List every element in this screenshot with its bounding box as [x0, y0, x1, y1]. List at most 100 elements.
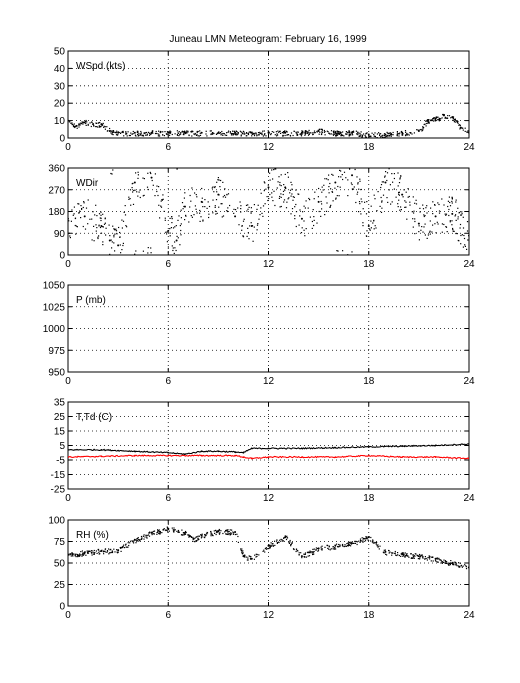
- scatter-point: [294, 218, 296, 220]
- scatter-point: [279, 130, 281, 132]
- scatter-point: [328, 548, 330, 550]
- scatter-point: [213, 132, 215, 135]
- scatter-point: [87, 123, 89, 125]
- scatter-point: [447, 117, 449, 119]
- scatter-point: [129, 198, 131, 200]
- series-point: [117, 244, 120, 247]
- scatter-point: [75, 233, 77, 235]
- scatter-point: [308, 129, 310, 131]
- scatter-point: [451, 224, 453, 226]
- scatter-point: [204, 537, 206, 539]
- scatter-point: [314, 191, 316, 193]
- scatter-point: [110, 132, 112, 134]
- scatter-point: [174, 529, 176, 531]
- scatter-point: [153, 533, 155, 535]
- series-point: [100, 448, 103, 451]
- scatter-point: [91, 218, 93, 220]
- scatter-point: [136, 131, 138, 133]
- scatter-point: [123, 135, 125, 137]
- scatter-point: [82, 225, 84, 228]
- scatter-point: [280, 174, 282, 176]
- scatter-point: [276, 542, 278, 544]
- scatter-point: [240, 548, 242, 550]
- series-point: [267, 447, 270, 450]
- scatter-point: [359, 133, 361, 135]
- scatter-point: [84, 551, 86, 553]
- scatter-point: [233, 133, 235, 135]
- scatter-point: [360, 131, 362, 133]
- scatter-point: [162, 198, 164, 200]
- scatter-point: [93, 225, 95, 227]
- x-tick-label: 18: [363, 376, 375, 387]
- scatter-point: [137, 171, 139, 173]
- scatter-point: [174, 226, 176, 228]
- scatter-point: [270, 542, 272, 544]
- scatter-point: [382, 551, 384, 553]
- scatter-point: [449, 201, 451, 204]
- scatter-point: [371, 132, 373, 134]
- series-point: [417, 555, 420, 558]
- x-tick-label: 6: [165, 493, 171, 504]
- scatter-point: [407, 196, 409, 198]
- scatter-point: [73, 125, 75, 128]
- scatter-point: [323, 184, 325, 186]
- scatter-point: [137, 537, 139, 539]
- scatter-point: [178, 135, 180, 137]
- series-point: [242, 555, 245, 558]
- scatter-point: [194, 134, 196, 136]
- scatter-point: [330, 548, 332, 550]
- scatter-point: [103, 553, 105, 555]
- scatter-point: [364, 136, 367, 138]
- scatter-point: [103, 125, 105, 127]
- scatter-point: [395, 196, 397, 198]
- scatter-point: [198, 535, 201, 537]
- scatter-point: [288, 197, 290, 199]
- scatter-point: [365, 537, 367, 539]
- scatter-point: [135, 172, 137, 174]
- scatter-point: [70, 122, 72, 124]
- scatter-point: [72, 555, 74, 557]
- scatter-point: [102, 226, 104, 228]
- scatter-point: [320, 133, 323, 136]
- scatter-point: [250, 222, 252, 224]
- scatter-point: [398, 135, 400, 137]
- scatter-point: [289, 134, 291, 137]
- series-point: [100, 455, 103, 458]
- scatter-point: [407, 188, 409, 190]
- scatter-point: [318, 128, 321, 130]
- scatter-point: [110, 172, 112, 175]
- scatter-point: [427, 122, 429, 124]
- scatter-point: [340, 131, 342, 134]
- scatter-point: [159, 533, 161, 535]
- scatter-point: [347, 195, 349, 197]
- scatter-point: [362, 225, 364, 227]
- scatter-point: [442, 114, 444, 116]
- scatter-point: [330, 204, 332, 206]
- scatter-point: [287, 134, 290, 136]
- scatter-point: [145, 134, 147, 136]
- scatter-point: [391, 201, 393, 203]
- series-point: [384, 550, 387, 553]
- scatter-point: [79, 210, 81, 212]
- scatter-point: [441, 561, 443, 563]
- scatter-point: [313, 219, 315, 221]
- scatter-point: [348, 130, 350, 132]
- scatter-point: [454, 118, 456, 120]
- scatter-point: [378, 548, 380, 550]
- scatter-point: [178, 530, 180, 532]
- series-point: [301, 447, 303, 450]
- scatter-point: [204, 206, 206, 208]
- scatter-point: [231, 133, 233, 135]
- scatter-point: [215, 533, 217, 536]
- scatter-point: [274, 540, 276, 542]
- scatter-point: [457, 216, 459, 218]
- scatter-point: [312, 553, 314, 556]
- scatter-point: [419, 555, 421, 557]
- scatter-point: [185, 131, 187, 133]
- scatter-point: [78, 124, 81, 126]
- scatter-point: [401, 134, 403, 136]
- panel-label: WSpd (kts): [76, 61, 125, 72]
- scatter-point: [447, 562, 449, 564]
- scatter-point: [164, 217, 166, 219]
